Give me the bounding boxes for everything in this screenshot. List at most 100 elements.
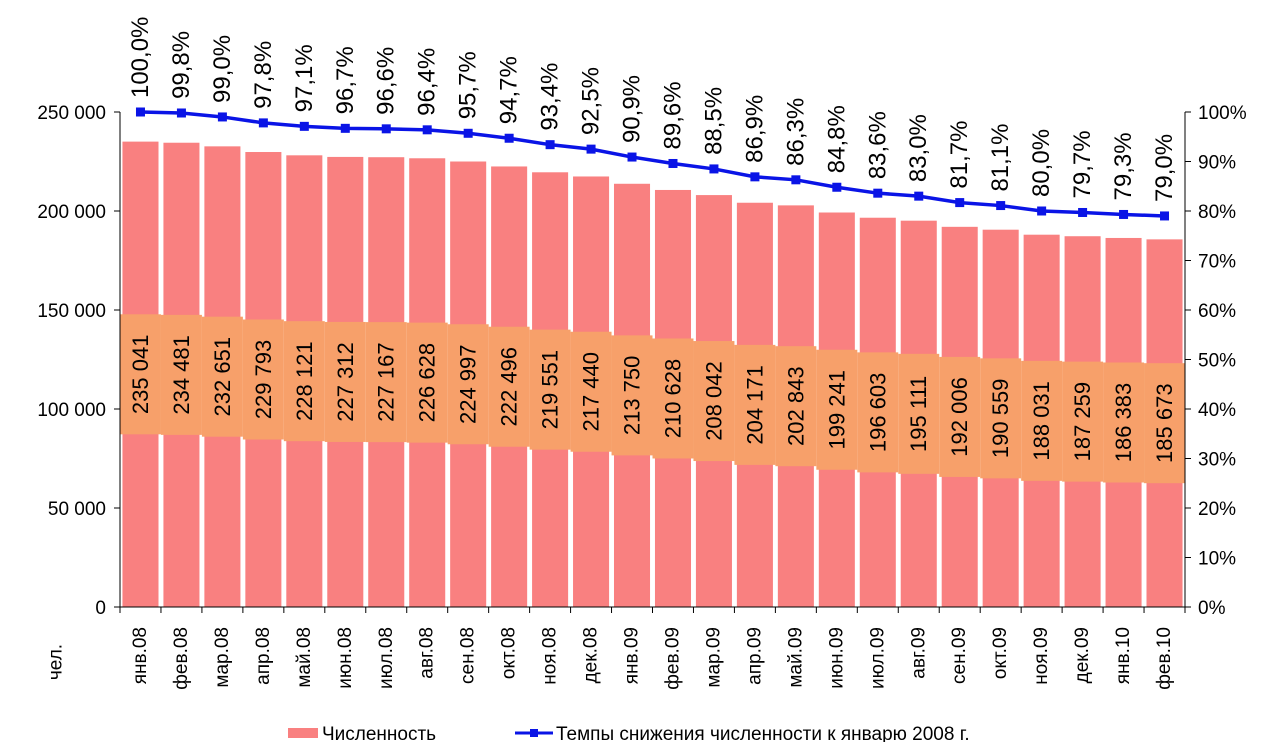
bar-value-label: 199 241 <box>824 370 849 450</box>
value-label-band <box>570 331 612 452</box>
line-value-label: 86,3% <box>782 98 809 166</box>
y-tick-label: 0 <box>95 598 106 619</box>
x-tick-label: окт.09 <box>990 627 1011 679</box>
line-point <box>340 123 350 133</box>
line-point <box>504 133 514 143</box>
legend-swatch-marker <box>530 729 538 737</box>
line-value-label: 96,6% <box>373 47 400 115</box>
value-label-band <box>816 349 858 470</box>
line-point <box>1037 206 1047 216</box>
value-label-band <box>1062 361 1104 482</box>
line-value-label: 94,7% <box>496 56 523 124</box>
line-point <box>955 198 965 208</box>
x-tick-label: мар.08 <box>212 627 233 688</box>
line-value-label: 93,4% <box>537 63 564 131</box>
line-value-label: 97,8% <box>250 41 277 109</box>
bar-value-label: 186 383 <box>1111 383 1136 463</box>
bar-value-label: 219 551 <box>538 350 563 430</box>
bar-value-label: 234 481 <box>169 335 194 415</box>
y-tick-label: 250 000 <box>37 103 106 124</box>
line-value-label: 83,0% <box>905 114 932 182</box>
line-point <box>176 108 186 118</box>
bar-value-label: 213 750 <box>620 356 645 436</box>
value-label-band <box>898 353 940 474</box>
value-label-band <box>242 319 284 440</box>
value-label-band <box>120 314 161 435</box>
line-value-label: 88,5% <box>700 87 727 155</box>
line-point <box>258 118 268 128</box>
x-tick-label: июл.09 <box>867 627 888 689</box>
x-tick-label: авг.09 <box>908 627 929 679</box>
line-value-label: 96,4% <box>414 48 441 116</box>
bar-value-label: 235 041 <box>128 335 153 415</box>
y2-tick-label: 50% <box>1198 351 1236 372</box>
line-point <box>627 152 637 162</box>
x-tick-label: ноя.08 <box>540 627 561 685</box>
bar-value-label: 196 603 <box>865 373 890 453</box>
line-value-label: 95,7% <box>455 51 482 119</box>
y-tick-label: 50 000 <box>48 499 106 520</box>
value-label-band <box>775 346 817 467</box>
x-tick-label: фев.09 <box>662 627 683 690</box>
line-point <box>668 158 678 168</box>
x-tick-label: фев.10 <box>1154 627 1175 690</box>
x-tick-label: апр.08 <box>253 627 274 685</box>
bar-value-label: 185 673 <box>1152 383 1177 463</box>
value-label-band <box>201 316 243 437</box>
axes-group: 0 50 000 100 000 150 000 200 000 250 000 0% 10%… <box>37 103 1246 690</box>
value-label-band <box>611 335 653 456</box>
y2-tick-label: 20% <box>1198 499 1236 520</box>
bar-value-label: 224 997 <box>456 344 481 424</box>
x-tick-label: мар.09 <box>703 627 724 688</box>
line-value-label: 83,6% <box>864 111 891 179</box>
line-point <box>832 182 842 192</box>
value-label-band <box>1144 363 1185 484</box>
line-value-label: 86,9% <box>741 95 768 163</box>
x-tick-label: май.08 <box>294 627 315 688</box>
value-label-band <box>1021 360 1063 481</box>
y-tick-label: 150 000 <box>37 301 106 322</box>
x-tick-label: сен.08 <box>458 627 479 684</box>
line-value-label: 80,0% <box>1028 129 1055 197</box>
line-series-group <box>135 107 1170 221</box>
bar-value-label: 195 111 <box>906 376 931 452</box>
bar-value-label: 217 440 <box>579 352 604 432</box>
bar-value-label: 190 559 <box>988 379 1013 459</box>
y2-tick-label: 10% <box>1198 549 1236 570</box>
x-tick-label: янв.08 <box>130 627 151 684</box>
y-tick-label: 200 000 <box>37 202 106 223</box>
line-point <box>135 107 145 117</box>
bar-value-label: 227 312 <box>333 342 358 422</box>
bar-value-label: 227 167 <box>374 342 399 422</box>
line-value-label: 84,8% <box>823 105 850 173</box>
line-point <box>750 172 760 182</box>
line-point <box>914 191 924 201</box>
line-point <box>299 121 309 131</box>
line-point <box>1078 207 1088 217</box>
data-labels-group: 235 041 234 481 232 651 229 793 228 121 227 3… <box>127 17 1178 463</box>
line-point <box>381 124 391 134</box>
legend-label-line: Темпы снижения численности к январю 2008… <box>556 724 970 742</box>
line-point <box>1160 211 1170 221</box>
value-label-band <box>652 338 694 459</box>
line-point <box>217 112 227 122</box>
value-label-band <box>447 324 489 445</box>
value-label-band <box>365 322 407 443</box>
legend-label-bar: Численность <box>322 724 436 742</box>
line-point <box>586 144 596 154</box>
x-tick-label: окт.08 <box>499 627 520 679</box>
value-label-band <box>939 356 981 477</box>
line-value-label: 99,0% <box>209 35 236 103</box>
value-label-band <box>734 344 776 465</box>
x-tick-label: сен.09 <box>949 627 970 684</box>
x-tick-label: фев.08 <box>171 627 192 690</box>
bar-value-label: 208 042 <box>701 361 726 441</box>
bar-value-label: 229 793 <box>251 340 276 420</box>
line-value-label: 97,1% <box>291 44 318 112</box>
x-tick-label: дек.08 <box>581 627 602 683</box>
value-label-band <box>324 321 366 442</box>
line-point <box>873 188 883 198</box>
x-tick-label: янв.09 <box>622 627 643 684</box>
line-value-label: 90,9% <box>619 75 646 143</box>
